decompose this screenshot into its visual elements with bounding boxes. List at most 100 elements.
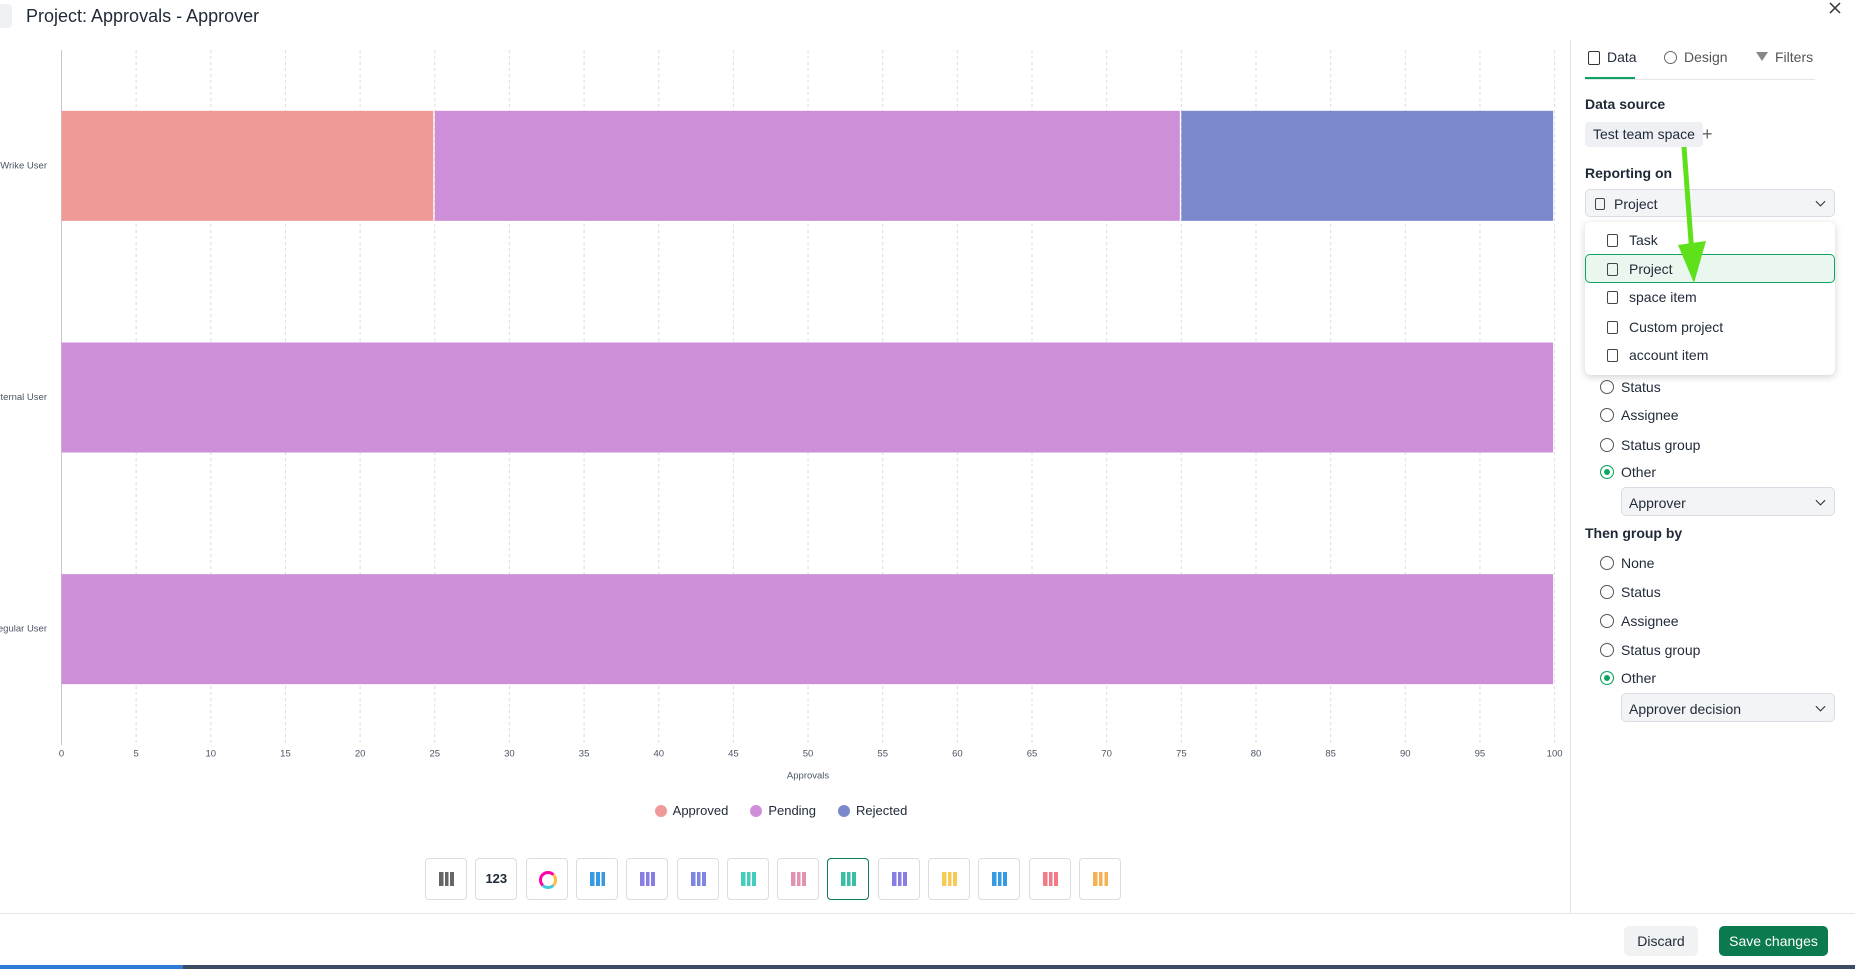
chart-type-button[interactable]	[525, 858, 568, 900]
button-icon	[640, 872, 656, 886]
radio-label: Assignee	[1621, 613, 1679, 629]
button-icon	[690, 872, 706, 886]
radio-label: Status	[1621, 584, 1661, 600]
x-tick-label: 60	[952, 749, 963, 760]
legend-label: Rejected	[856, 803, 908, 818]
tab[interactable]: Filters	[1775, 49, 1814, 65]
button-icon	[1042, 872, 1058, 886]
radio-label: None	[1621, 555, 1655, 571]
menu-icon	[1607, 321, 1618, 334]
button-icon	[891, 872, 907, 886]
bar-segment	[61, 342, 1554, 453]
radio-label: Status group	[1621, 642, 1701, 658]
menu-item[interactable]: Task	[1629, 232, 1658, 248]
tab-underline	[1585, 77, 1635, 79]
chart-type-button[interactable]	[877, 858, 920, 900]
chart-type-button[interactable]	[1078, 858, 1121, 900]
section-label: Then group by	[1585, 525, 1683, 541]
legend-item: Approved	[654, 803, 729, 818]
legend: Approved Pending Rejected	[0, 803, 1562, 818]
chart-type-button[interactable]	[978, 858, 1021, 900]
radio[interactable]	[1600, 671, 1614, 685]
menu-highlight	[1585, 254, 1835, 283]
legend-item: Rejected	[838, 803, 907, 818]
select-value: Approver	[1629, 495, 1686, 511]
chart-type-button[interactable]: 123	[475, 858, 518, 900]
radio[interactable]	[1600, 585, 1614, 599]
x-tick-label: 40	[653, 749, 664, 760]
chart-type-button[interactable]	[626, 858, 669, 900]
section-label: Data source	[1585, 96, 1666, 112]
then-group-other-select[interactable]: Approver decision	[1621, 693, 1835, 722]
bar-segment	[434, 110, 1180, 221]
button-icon	[791, 872, 807, 886]
group-other-select[interactable]: Approver	[1621, 487, 1835, 516]
discard-button[interactable]: Discard	[1624, 926, 1698, 956]
chart-type-button[interactable]	[827, 858, 870, 900]
radio-label: Assignee	[1621, 407, 1679, 423]
select-value: Project	[1614, 196, 1658, 212]
dropdown-menu	[1585, 222, 1835, 375]
radio[interactable]	[1600, 380, 1614, 394]
menu-item[interactable]: account item	[1629, 347, 1709, 363]
radio[interactable]	[1600, 556, 1614, 570]
chart-type-button[interactable]	[777, 858, 820, 900]
menu-icon	[1607, 263, 1618, 276]
back-button[interactable]	[0, 4, 12, 28]
radio[interactable]	[1600, 643, 1614, 657]
radio-label: Other	[1621, 464, 1657, 480]
menu-item[interactable]: Custom project	[1629, 319, 1724, 335]
button-icon	[439, 872, 454, 886]
bottom-progress	[0, 965, 183, 969]
button-icon	[992, 872, 1008, 886]
chart-type-button[interactable]	[575, 858, 618, 900]
radio[interactable]	[1600, 438, 1614, 452]
bottom-strip	[0, 965, 1855, 969]
radio[interactable]	[1600, 465, 1614, 479]
button-icon	[740, 872, 756, 886]
chart-type-button[interactable]	[726, 858, 769, 900]
button-icon	[841, 872, 857, 886]
save-button[interactable]: Save changes	[1719, 926, 1828, 956]
select-value: Approver decision	[1629, 701, 1742, 717]
x-tick-label: 80	[1251, 749, 1262, 760]
x-tick-label: 55	[877, 749, 888, 760]
menu-icon	[1607, 349, 1618, 362]
x-tick-label: 75	[1176, 749, 1187, 760]
x-tick-label: 70	[1101, 749, 1112, 760]
x-axis-title: Approvals	[787, 771, 829, 782]
chart-type-button[interactable]	[425, 858, 467, 900]
x-tick-label: 30	[504, 749, 515, 760]
close-icon[interactable]	[1827, 0, 1843, 16]
x-tick-label: 15	[280, 749, 291, 760]
tab[interactable]: Design	[1684, 49, 1728, 65]
legend-swatch	[654, 804, 667, 817]
x-tick-label: 5	[134, 749, 139, 760]
legend-label: Approved	[672, 803, 729, 818]
x-tick-label: 10	[206, 749, 217, 760]
legend-swatch	[750, 804, 763, 817]
chart-type-button[interactable]	[1028, 858, 1071, 900]
reporting-select[interactable]: Project	[1585, 189, 1835, 217]
button-icon	[1092, 872, 1108, 886]
chart-type-button[interactable]	[928, 858, 970, 900]
menu-icon	[1607, 291, 1618, 304]
button-label: 123	[485, 871, 508, 886]
x-tick-label: 45	[728, 749, 739, 760]
panel-divider	[1570, 40, 1571, 913]
add-icon[interactable]: +	[1702, 124, 1713, 144]
radio[interactable]	[1600, 614, 1614, 628]
data-source-chip[interactable]: Test team space	[1585, 122, 1703, 147]
radio-label: Status group	[1621, 437, 1701, 453]
legend-swatch	[838, 804, 851, 817]
menu-icon	[1607, 234, 1618, 247]
tab-icon	[1756, 52, 1768, 61]
menu-item[interactable]: Project	[1629, 261, 1673, 277]
chart-type-button[interactable]	[676, 858, 719, 900]
radio[interactable]	[1600, 408, 1614, 422]
y-tick-label: Wrike User	[0, 160, 47, 171]
page-title: Project: Approvals - Approver	[26, 6, 260, 26]
tab[interactable]: Data	[1607, 49, 1637, 65]
menu-item[interactable]: space item	[1629, 289, 1697, 305]
